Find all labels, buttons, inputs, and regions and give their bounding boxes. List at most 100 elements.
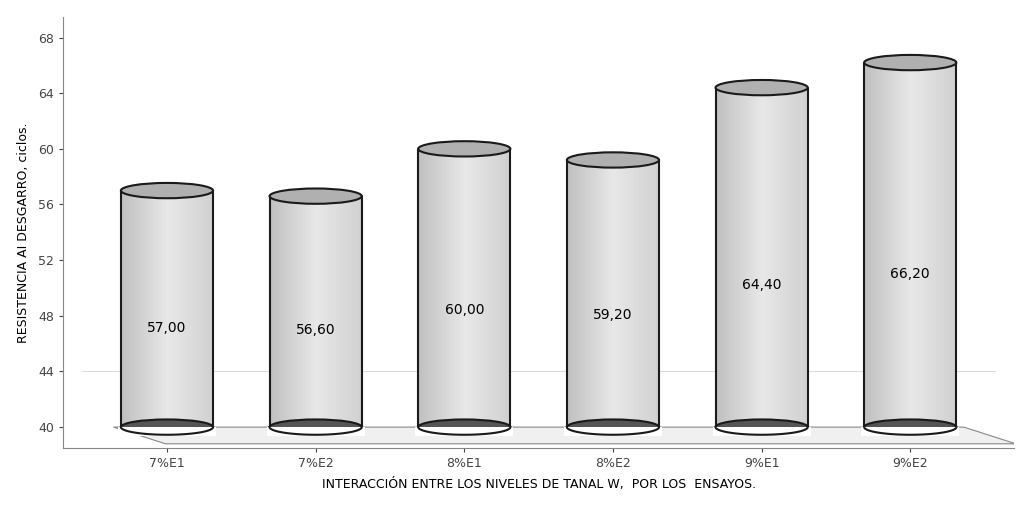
- Bar: [716, 87, 718, 427]
- Bar: [726, 87, 728, 427]
- Bar: [923, 62, 924, 427]
- Bar: [904, 62, 905, 427]
- Bar: [935, 62, 936, 427]
- Bar: [288, 196, 290, 427]
- Bar: [461, 149, 463, 427]
- Bar: [795, 87, 797, 427]
- Bar: [303, 196, 305, 427]
- Bar: [643, 160, 645, 427]
- Bar: [507, 149, 509, 427]
- Bar: [731, 87, 732, 427]
- Bar: [162, 190, 164, 427]
- Bar: [886, 62, 888, 427]
- Bar: [189, 190, 190, 427]
- Bar: [571, 160, 573, 427]
- Bar: [804, 87, 806, 427]
- Bar: [624, 160, 625, 427]
- Bar: [343, 196, 344, 427]
- Bar: [272, 196, 274, 427]
- Bar: [167, 190, 168, 427]
- Bar: [879, 62, 882, 427]
- Bar: [875, 62, 876, 427]
- Bar: [132, 190, 133, 427]
- Bar: [751, 87, 753, 427]
- Bar: [743, 87, 744, 427]
- Bar: [655, 160, 656, 427]
- Bar: [353, 196, 354, 427]
- Bar: [469, 149, 470, 427]
- Bar: [637, 160, 639, 427]
- Bar: [938, 62, 939, 427]
- Bar: [768, 87, 769, 427]
- Bar: [171, 190, 173, 427]
- Bar: [285, 196, 287, 427]
- Bar: [324, 196, 325, 427]
- Bar: [616, 160, 618, 427]
- Bar: [723, 87, 725, 427]
- Bar: [190, 190, 192, 427]
- Bar: [732, 87, 734, 427]
- Bar: [872, 62, 873, 427]
- Bar: [444, 149, 445, 427]
- Bar: [293, 196, 294, 427]
- Bar: [864, 62, 866, 427]
- Bar: [861, 427, 959, 436]
- Bar: [290, 196, 291, 427]
- Bar: [314, 196, 315, 427]
- Bar: [587, 160, 589, 427]
- Bar: [902, 62, 904, 427]
- Bar: [448, 149, 451, 427]
- Bar: [179, 190, 180, 427]
- Bar: [630, 160, 631, 427]
- Bar: [771, 87, 772, 427]
- Bar: [278, 196, 280, 427]
- Bar: [431, 149, 432, 427]
- Bar: [509, 149, 510, 427]
- Bar: [341, 196, 343, 427]
- Bar: [876, 62, 878, 427]
- Bar: [787, 87, 788, 427]
- Bar: [464, 149, 466, 427]
- Bar: [182, 190, 184, 427]
- Bar: [356, 196, 357, 427]
- Bar: [574, 160, 576, 427]
- Bar: [438, 149, 439, 427]
- Bar: [338, 196, 340, 427]
- Bar: [777, 87, 778, 427]
- Bar: [766, 87, 768, 427]
- Bar: [281, 196, 284, 427]
- Bar: [570, 160, 571, 427]
- Bar: [199, 190, 201, 427]
- Bar: [892, 62, 894, 427]
- Bar: [148, 190, 151, 427]
- Bar: [457, 149, 458, 427]
- Bar: [420, 149, 422, 427]
- Bar: [144, 190, 145, 427]
- Bar: [130, 190, 132, 427]
- Bar: [359, 196, 360, 427]
- Bar: [473, 149, 475, 427]
- Bar: [330, 196, 331, 427]
- Bar: [193, 190, 195, 427]
- Bar: [489, 149, 491, 427]
- Bar: [186, 190, 187, 427]
- Bar: [422, 149, 423, 427]
- Bar: [503, 149, 504, 427]
- Ellipse shape: [716, 80, 807, 96]
- Bar: [584, 160, 586, 427]
- Bar: [297, 196, 299, 427]
- Bar: [124, 190, 126, 427]
- Bar: [455, 149, 457, 427]
- Bar: [910, 62, 911, 427]
- Bar: [294, 196, 296, 427]
- Ellipse shape: [419, 141, 510, 156]
- Bar: [640, 160, 642, 427]
- Bar: [145, 190, 147, 427]
- Bar: [740, 87, 741, 427]
- Bar: [636, 160, 637, 427]
- Bar: [147, 190, 148, 427]
- Bar: [712, 427, 810, 436]
- Bar: [312, 196, 314, 427]
- Bar: [719, 87, 720, 427]
- Bar: [123, 190, 124, 427]
